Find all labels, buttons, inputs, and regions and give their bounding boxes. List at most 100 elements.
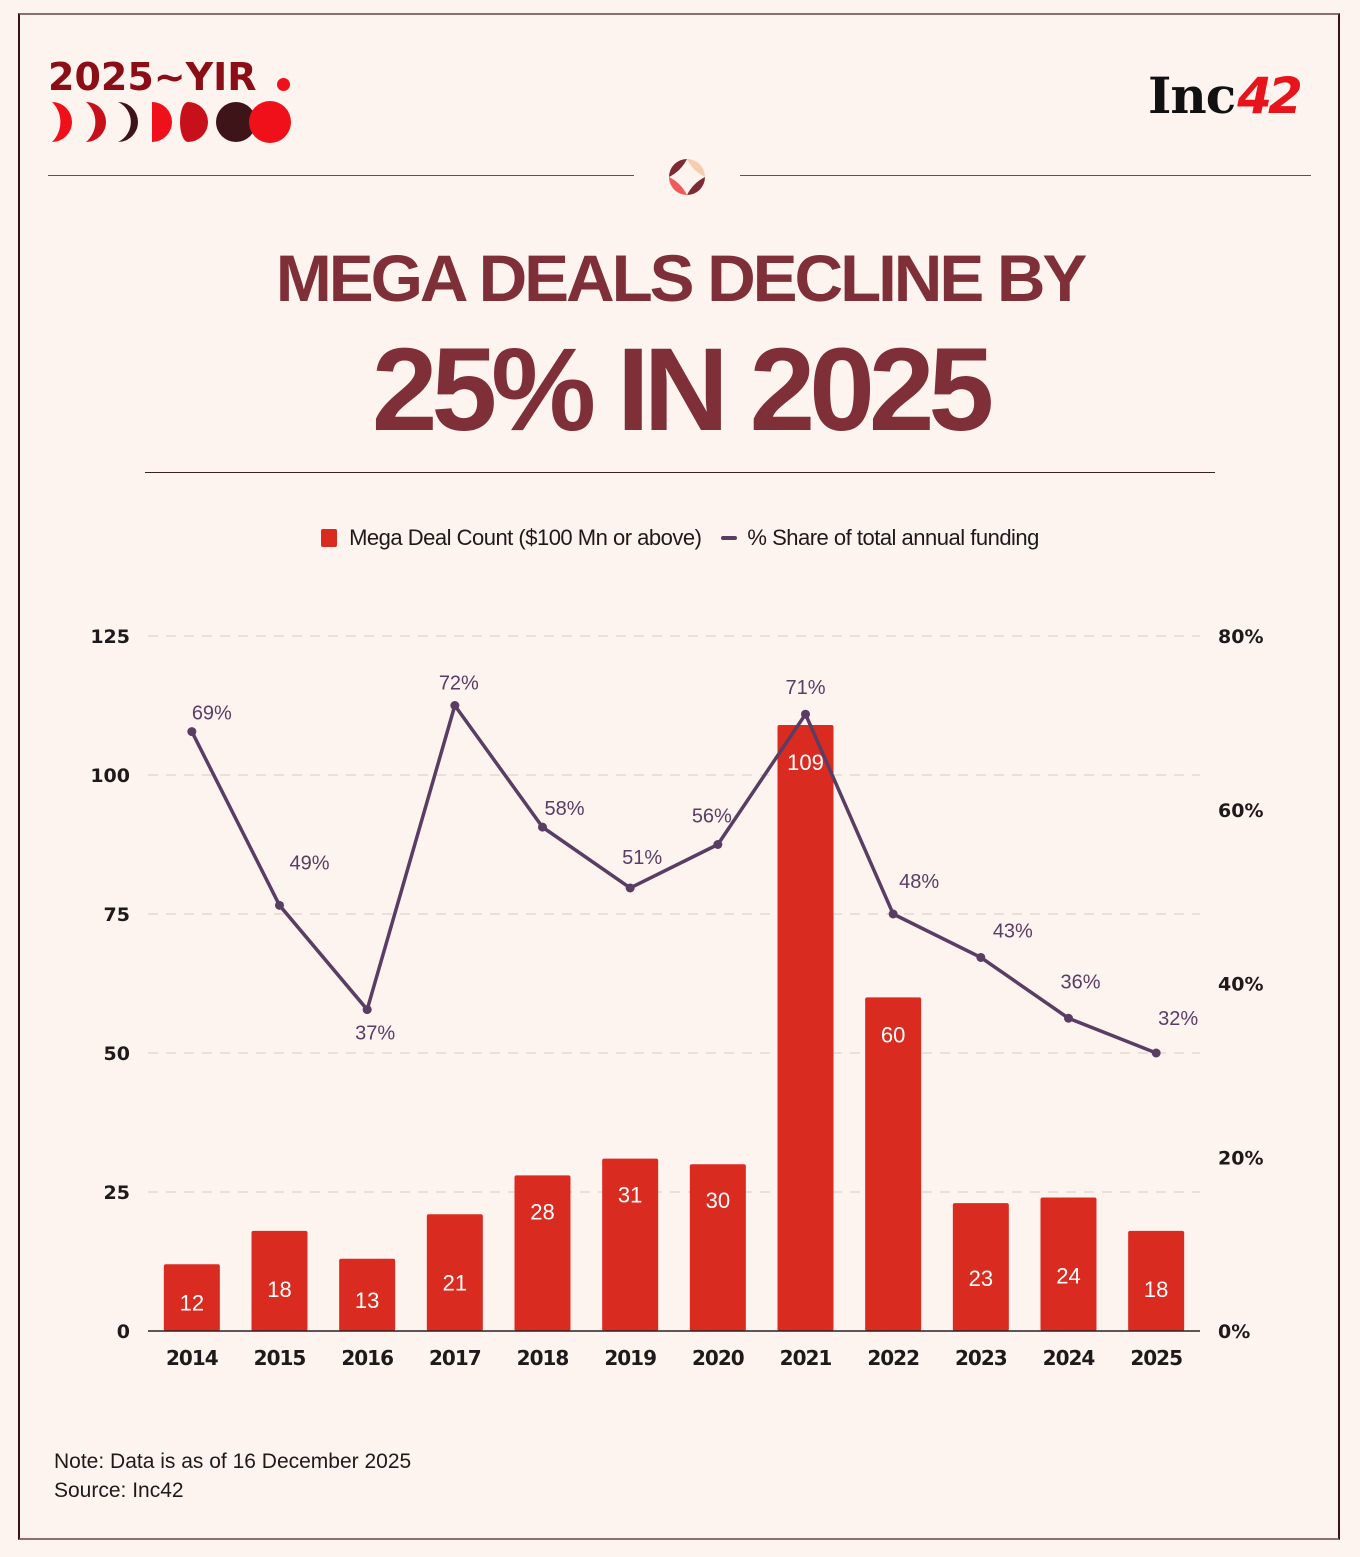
bar-value-label: 24	[1056, 1264, 1080, 1289]
grid-lines	[148, 635, 1200, 1193]
bar-value-label: 30	[706, 1188, 730, 1213]
x-axis-tick-label: 2014	[166, 1346, 218, 1370]
legend-item-line: % Share of total annual funding	[721, 525, 1039, 551]
bar-2024	[1040, 1197, 1097, 1331]
x-axis-tick-label: 2022	[867, 1346, 919, 1370]
headline-line-1: MEGA DEALS DECLINE BY	[275, 241, 1088, 315]
footer-notes: Note: Data is as of 16 December 2025 Sou…	[54, 1447, 411, 1505]
right-axis-ticks: 0% 20% 40% 60% 80%	[1218, 626, 1263, 1343]
yir-logo-text: 2025~YIR	[48, 55, 257, 99]
x-axis-tick-label: 2021	[780, 1346, 832, 1370]
yir-logo-dot	[277, 78, 290, 91]
share-point-label: 43%	[993, 920, 1033, 942]
x-axis-tick-label: 2019	[604, 1346, 656, 1370]
x-axis-ticks: 2014 2015 2016 2017 2018 2019 2020 2021 2022 2023…	[166, 1346, 1183, 1370]
share-point-label: 72%	[439, 673, 479, 695]
left-axis-tick-label: 0	[117, 1321, 130, 1343]
left-axis-tick-label: 125	[90, 626, 130, 648]
legend-bar-swatch	[321, 529, 338, 547]
x-axis-tick-label: 2018	[517, 1346, 569, 1370]
inc42-logo: Inc42	[1148, 66, 1303, 125]
x-axis-tick-label: 2020	[692, 1346, 744, 1370]
infographic-frame	[18, 13, 1340, 1540]
share-point-label: 69%	[192, 703, 232, 725]
moon-phase-5	[180, 102, 208, 142]
headline-line-2: 25% IN 2025	[371, 324, 994, 456]
inc42-logo-number: 42	[1237, 67, 1303, 125]
bar-2016	[339, 1258, 396, 1331]
share-point-2021	[801, 709, 810, 719]
share-line	[190, 703, 1157, 1055]
star-emblem-icon	[668, 158, 706, 196]
bar-value-label: 60	[881, 1022, 905, 1047]
share-point-2025	[1151, 1048, 1161, 1058]
share-point-2023	[976, 952, 986, 962]
bar-2020	[689, 1164, 746, 1331]
chart-legend: Mega Deal Count ($100 Mn or above) % Sha…	[0, 525, 1360, 551]
share-point-label: 32%	[1158, 1008, 1198, 1030]
share-point-2019	[625, 883, 635, 893]
bar-value-label: 12	[180, 1290, 204, 1315]
right-axis-tick-label: 40%	[1218, 974, 1263, 996]
x-axis-tick-label: 2023	[955, 1346, 1007, 1370]
bar-value-label: 21	[443, 1270, 467, 1295]
bar-2025	[1128, 1230, 1185, 1331]
share-point-label: 71%	[785, 677, 825, 699]
x-axis-tick-label: 2015	[254, 1346, 306, 1370]
bar-value-label: 28	[530, 1199, 554, 1224]
source-note: Source: Inc42	[54, 1479, 184, 1502]
share-point-2017	[450, 701, 460, 710]
left-axis-tick-label: 100	[90, 765, 130, 787]
share-point-2016	[362, 1005, 372, 1015]
inc42-logo-text: Inc	[1148, 66, 1236, 125]
legend-line-swatch	[721, 536, 738, 540]
x-axis-tick-label: 2017	[429, 1346, 481, 1370]
share-point-2018	[538, 822, 547, 832]
header-divider-right	[740, 175, 1311, 176]
share-point-2014	[187, 727, 197, 737]
share-point-label: 49%	[289, 852, 329, 874]
share-point-label: 36%	[1060, 971, 1100, 993]
x-axis-tick-label: 2024	[1043, 1346, 1095, 1370]
share-point-2024	[1064, 1013, 1073, 1023]
bar-2021	[777, 724, 834, 1331]
left-axis-ticks: 0 25 50 75 100 125	[90, 626, 130, 1343]
left-axis-tick-label: 50	[104, 1043, 130, 1065]
legend-line-label: % Share of total annual funding	[747, 525, 1039, 550]
moon-phase-4	[152, 102, 172, 142]
moon-phase-3	[118, 102, 138, 142]
bar-2023	[952, 1203, 1009, 1331]
left-axis-tick-label: 25	[104, 1182, 130, 1204]
right-axis-tick-label: 60%	[1218, 800, 1263, 822]
right-axis-tick-label: 20%	[1218, 1147, 1263, 1169]
left-axis-tick-label: 75	[104, 904, 130, 926]
share-point-2022	[888, 909, 898, 919]
right-axis-tick-label: 80%	[1218, 626, 1263, 648]
moon-phase-2	[86, 102, 106, 142]
share-point-2015	[275, 900, 284, 910]
legend-item-bar: Mega Deal Count ($100 Mn or above)	[321, 525, 702, 551]
bar-value-label: 18	[267, 1277, 291, 1302]
bar-value-label: 109	[787, 750, 824, 775]
legend-bar-label: Mega Deal Count ($100 Mn or above)	[349, 525, 702, 550]
bar-2014	[163, 1264, 220, 1331]
bar-value-label: 13	[355, 1288, 379, 1313]
x-axis-tick-label: 2025	[1130, 1346, 1182, 1370]
moon-phase-6	[216, 102, 256, 142]
share-point-label: 51%	[622, 847, 662, 869]
bar-2019	[602, 1158, 659, 1331]
share-point-label: 48%	[899, 871, 939, 893]
headline-divider	[145, 472, 1215, 473]
bar-2015	[251, 1230, 308, 1331]
bar-value-label: 31	[618, 1183, 642, 1208]
bar-2022	[865, 997, 922, 1331]
bar-value-label: 18	[1144, 1277, 1168, 1302]
line-series: 69% 49% 37% 72% 58% 51% 56% 71% 48% 43% 36% 32%	[187, 673, 1198, 1058]
header-divider-left	[48, 175, 634, 176]
right-axis-tick-label: 0%	[1218, 1321, 1250, 1343]
bar-2018	[514, 1175, 571, 1331]
share-point-2020	[713, 840, 723, 849]
bar-2017	[426, 1214, 483, 1331]
moon-phase-7	[249, 101, 291, 143]
moon-phase-1	[52, 102, 72, 142]
